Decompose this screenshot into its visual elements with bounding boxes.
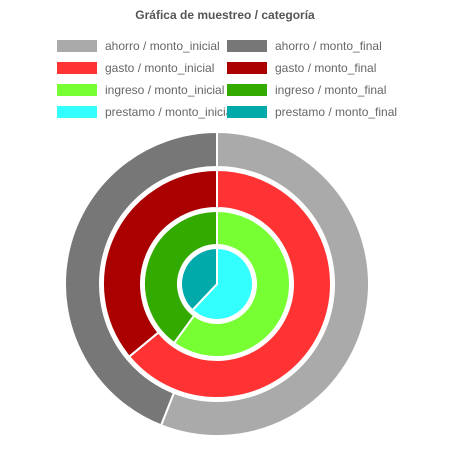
legend-label: gasto / monto_final [275,61,377,75]
legend-item[interactable]: ahorro / monto_final [227,38,382,54]
pie-slice[interactable] [102,168,218,359]
pie-slice[interactable] [172,209,291,358]
chart-title: Gráfica de muestreo / categoría [135,8,315,22]
legend-item[interactable]: ingreso / monto_inicial [57,82,224,98]
legend-label: prestamo / monto_final [275,105,398,119]
legend-label: ingreso / monto_inicial [105,83,225,97]
legend-swatch [57,62,97,74]
legend-swatch [57,40,97,52]
pie-slice[interactable] [143,209,218,345]
pie-slice[interactable] [180,246,218,312]
legend-swatch [227,106,267,118]
pie-slice[interactable] [64,130,218,427]
legend-swatch [57,106,97,118]
legend-item[interactable]: ahorro / monto_inicial [57,38,220,54]
legend-swatch [227,62,267,74]
legend-label: ahorro / monto_final [275,39,382,53]
legend-label: gasto / monto_inicial [105,61,215,75]
legend-label: prestamo / monto_inicial [105,105,236,119]
legend-swatch [227,84,267,96]
legend-label: ingreso / monto_final [275,83,387,97]
legend-item[interactable]: ingreso / monto_final [227,82,386,98]
legend-swatch [57,84,97,96]
legend-item[interactable]: gasto / monto_inicial [57,60,214,76]
legend-label: ahorro / monto_inicial [105,39,220,53]
legend-swatch [227,40,267,52]
legend-item[interactable]: gasto / monto_final [227,60,376,76]
legend-item[interactable]: prestamo / monto_final [227,104,397,120]
pie-slice[interactable] [127,168,332,399]
pie-slice[interactable] [190,246,254,321]
pie-slice[interactable] [159,130,370,437]
legend-item[interactable]: prestamo / monto_inicial [57,104,235,120]
